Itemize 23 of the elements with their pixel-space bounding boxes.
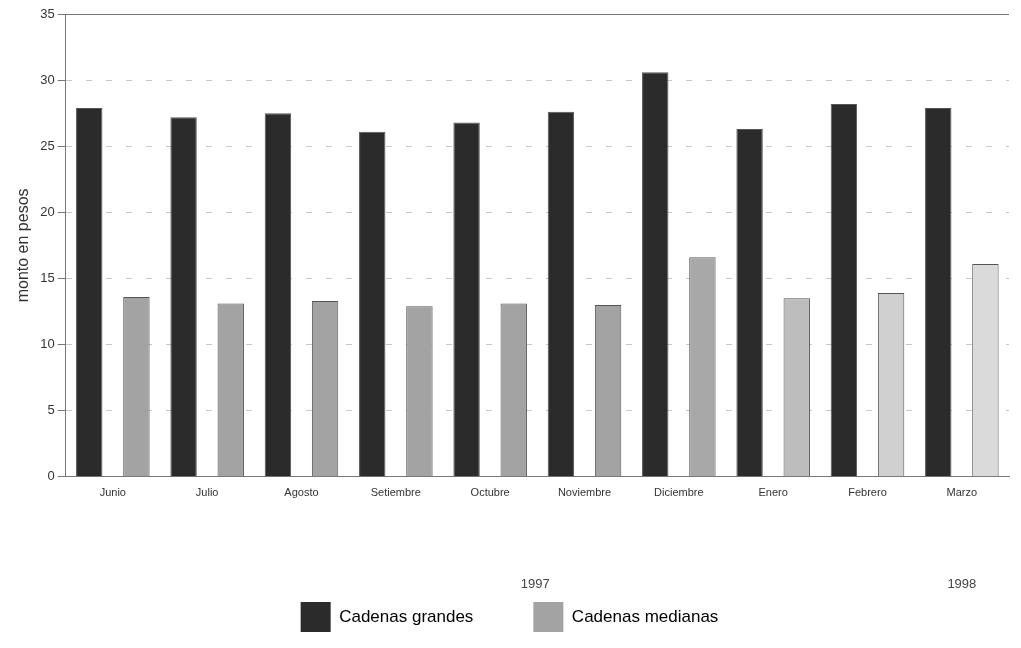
x-tick-label: Enero <box>758 486 788 499</box>
x-tick-label: Setiembre <box>370 486 421 499</box>
y-axis-title: monto en pesos <box>14 188 32 303</box>
legend-label: Cadenas grandes <box>339 606 474 626</box>
x-tick-label: Agosto <box>284 486 319 499</box>
y-tick-label: 5 <box>47 402 55 418</box>
y-tick-label: 30 <box>40 71 55 87</box>
y-tick-label: 35 <box>40 5 55 21</box>
x-tick-label: Noviembre <box>557 486 612 499</box>
x-tick-label: Diciembre <box>654 486 704 499</box>
text: 1998 <box>947 575 977 591</box>
text: 1997 <box>520 575 550 591</box>
legend-label: Cadenas medianas <box>571 606 719 626</box>
y-tick-label: 25 <box>40 137 55 153</box>
y-tick-label: 0 <box>47 468 55 484</box>
x-tick-label: Octubre <box>470 486 510 499</box>
y-tick-label: 20 <box>40 203 55 219</box>
x-tick-label: Julio <box>195 486 219 499</box>
y-tick-label: 10 <box>40 336 55 352</box>
x-tick-label: Marzo <box>946 486 978 499</box>
y-tick-label: 15 <box>40 270 55 286</box>
x-tick-label: Febrero <box>848 486 887 499</box>
x-tick-label: Junio <box>99 486 126 499</box>
